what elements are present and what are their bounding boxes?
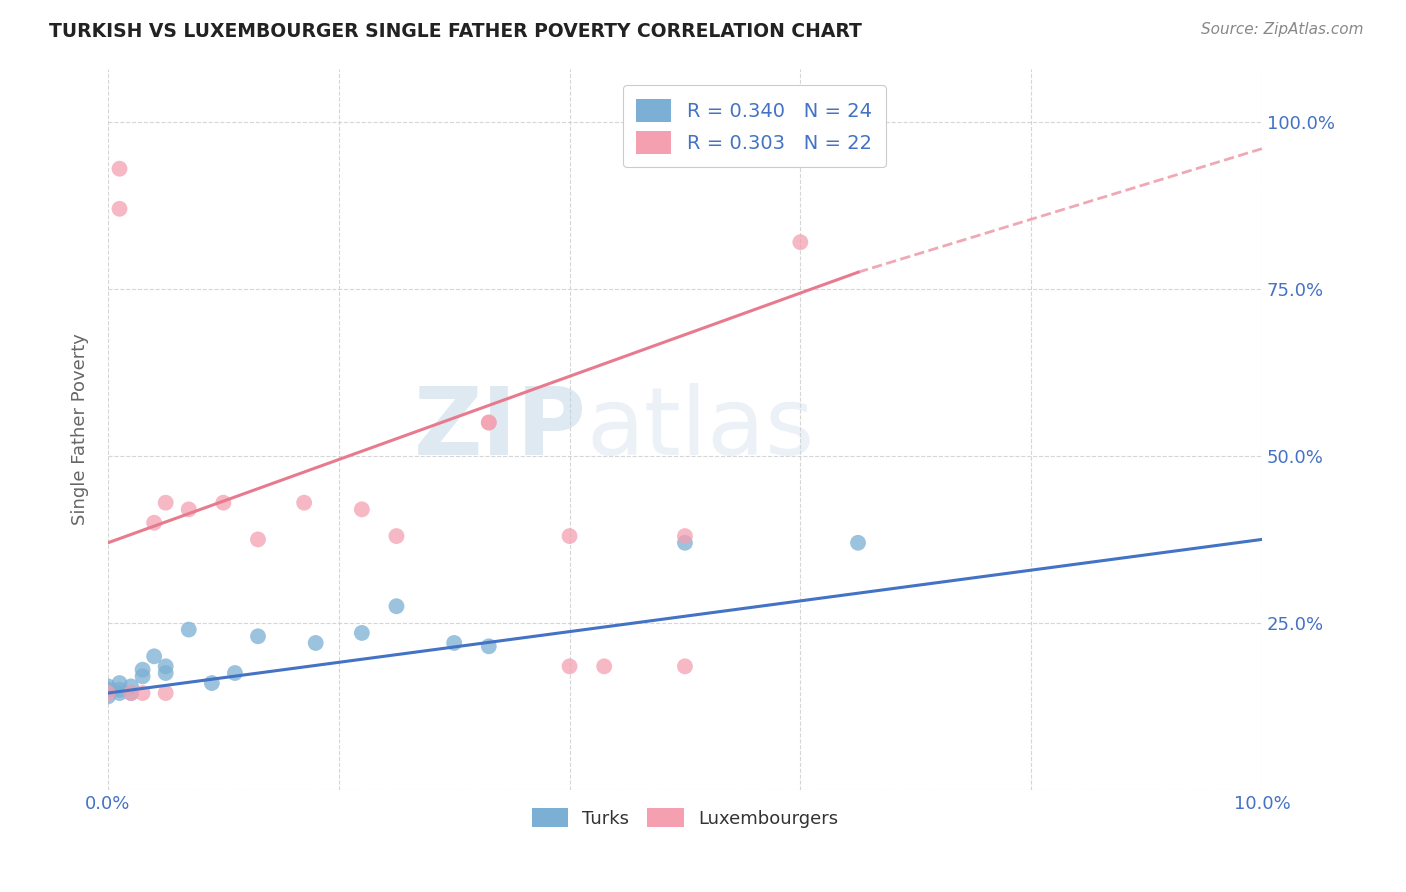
- Point: [212, 496, 235, 510]
- Point: [120, 679, 142, 693]
- Text: atlas: atlas: [586, 384, 815, 475]
- Point: [108, 682, 131, 697]
- Point: [385, 599, 408, 614]
- Point: [108, 676, 131, 690]
- Point: [120, 686, 142, 700]
- Point: [177, 502, 200, 516]
- Point: [108, 161, 131, 176]
- Point: [97, 682, 120, 697]
- Point: [201, 676, 224, 690]
- Point: [143, 649, 166, 664]
- Point: [177, 623, 200, 637]
- Point: [108, 686, 131, 700]
- Point: [155, 659, 177, 673]
- Point: [143, 516, 166, 530]
- Point: [131, 669, 153, 683]
- Point: [789, 235, 811, 250]
- Point: [120, 686, 142, 700]
- Text: ZIP: ZIP: [413, 384, 586, 475]
- Point: [224, 666, 246, 681]
- Point: [155, 666, 177, 681]
- Point: [246, 629, 269, 643]
- Point: [131, 686, 153, 700]
- Point: [97, 679, 120, 693]
- Point: [673, 529, 696, 543]
- Point: [131, 663, 153, 677]
- Point: [350, 502, 373, 516]
- Point: [108, 202, 131, 216]
- Point: [385, 529, 408, 543]
- Point: [155, 686, 177, 700]
- Point: [846, 535, 869, 549]
- Point: [350, 626, 373, 640]
- Point: [246, 533, 269, 547]
- Point: [292, 496, 315, 510]
- Point: [673, 535, 696, 549]
- Point: [593, 659, 616, 673]
- Point: [443, 636, 465, 650]
- Point: [97, 686, 120, 700]
- Point: [155, 496, 177, 510]
- Y-axis label: Single Father Poverty: Single Father Poverty: [72, 334, 89, 525]
- Text: Source: ZipAtlas.com: Source: ZipAtlas.com: [1201, 22, 1364, 37]
- Text: TURKISH VS LUXEMBOURGER SINGLE FATHER POVERTY CORRELATION CHART: TURKISH VS LUXEMBOURGER SINGLE FATHER PO…: [49, 22, 862, 41]
- Legend: Turks, Luxembourgers: Turks, Luxembourgers: [524, 801, 845, 835]
- Point: [478, 416, 501, 430]
- Point: [478, 640, 501, 654]
- Point: [478, 416, 501, 430]
- Point: [305, 636, 328, 650]
- Point: [558, 659, 581, 673]
- Point: [673, 659, 696, 673]
- Point: [558, 529, 581, 543]
- Point: [97, 690, 120, 704]
